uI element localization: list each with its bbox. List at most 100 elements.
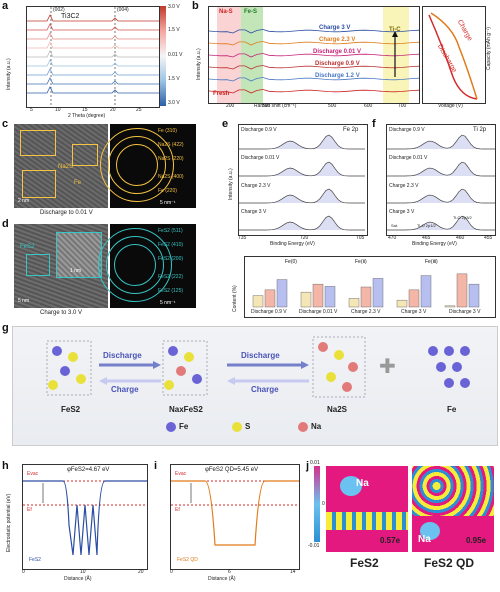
xps-ti-svg <box>387 134 495 231</box>
panel-a-xlabel: 2 Theta (degree) <box>68 113 106 119</box>
atom <box>460 346 470 356</box>
title-fes2qd: FeS2 QD <box>424 556 475 570</box>
ti-xtick-3: 455 <box>484 235 493 241</box>
panel-f-label: f <box>372 118 376 130</box>
colorbar <box>160 6 166 106</box>
xps-curve <box>387 188 495 204</box>
region-nas: Na-S <box>219 9 233 15</box>
panel-g-scheme: ✚ Discharge Charge Discharge Charge FeS2… <box>12 326 498 446</box>
ti-curve-2: Charge 2.3 V <box>389 183 419 189</box>
atom <box>326 372 336 382</box>
svg-text:✚: ✚ <box>379 356 396 378</box>
panel-b-xtick-5: 700 <box>398 103 407 109</box>
legend-s-atom: S <box>245 422 251 431</box>
panel-f-plot: Discharge 0.9 V Ti 2p Discharge 0.01 V C… <box>386 124 496 236</box>
bar <box>408 289 420 308</box>
ring-d-4: FeS2 (125) <box>158 288 184 294</box>
panel-h-plot: Evac Ef φFeS2=4.67 eV FeS2 <box>22 464 148 570</box>
atom <box>176 366 186 376</box>
ti-curve-0: Discharge 0.9 V <box>389 127 425 133</box>
panel-b-xtick-1: 300 <box>262 103 271 109</box>
colorbar-label-3: 1.5 V <box>168 76 180 82</box>
na-label-left: Na <box>356 478 369 489</box>
atom <box>192 374 202 384</box>
peak-004-label: (004) <box>117 7 129 13</box>
bar-cat-2: Charge 2.3 V <box>351 309 381 315</box>
fe-xtick-6: 705 <box>356 235 365 241</box>
bar-chart: Fe(0) Fe(Ⅱ) Fe(Ⅲ) Discharge 0.9 V Discha… <box>244 256 496 318</box>
bar <box>360 286 372 308</box>
ef-h: Ef <box>27 507 32 513</box>
panel-b-side-plot: Charge Discharge <box>422 6 486 104</box>
bar <box>276 279 288 308</box>
panel-d-tem: FeS2 1 nm 5 nm <box>14 224 108 308</box>
scale-bot: -0.01 <box>308 543 320 549</box>
panel-h-label: h <box>2 460 9 472</box>
tem-fe-label: Fe <box>74 180 82 186</box>
step-naxfes2: NaxFeS2 <box>169 405 203 414</box>
bar-cat-1: Discharge 0.01 V <box>299 309 338 315</box>
bar <box>420 275 432 308</box>
atom <box>76 374 86 384</box>
colorbar-label-0: 3.0 V <box>168 4 180 10</box>
ti-xtick-2: 460 <box>456 235 465 241</box>
atom <box>428 346 438 356</box>
xps-curve <box>387 134 495 150</box>
xps-curve <box>387 215 495 231</box>
panel-a-ylabel: Intensity (a.u.) <box>6 58 12 90</box>
ef-i: Ef <box>175 507 180 513</box>
legend-fe2: Fe(Ⅱ) <box>355 259 367 265</box>
atom <box>444 378 454 388</box>
atom <box>342 382 352 392</box>
raman-curve <box>209 89 419 94</box>
bar-svg <box>252 273 480 308</box>
series-i: FeS2 QD <box>177 557 198 563</box>
panel-e-xlabel: Binding Energy (eV) <box>270 241 315 247</box>
colorbar-label-4: 3.0 V <box>168 100 180 106</box>
side-ylabel: Capacity (mAh g⁻¹) <box>486 27 492 70</box>
ring-c-0: Fe (310) <box>158 128 177 134</box>
panel-a-title: Ti3C2 <box>61 13 80 20</box>
arrow-discharge-1: Discharge <box>103 351 142 360</box>
na-label-right: Na <box>418 534 431 545</box>
panel-a-plot: (002) (004) Ti3C2 <box>26 6 160 108</box>
step-na2s: Na2S <box>327 405 348 414</box>
bar <box>348 298 360 308</box>
bar <box>468 283 480 308</box>
ti-o-12-label: Ti-O 2p1/2 <box>417 223 436 228</box>
panel-f-xlabel: Binding Energy (eV) <box>412 241 457 247</box>
diff-scale <box>314 466 320 542</box>
bar <box>252 295 264 308</box>
raman-svg <box>209 29 419 94</box>
arrow-charge-2: Charge <box>251 385 279 394</box>
xps-curve <box>239 215 365 231</box>
bar <box>300 291 312 308</box>
saed-scale-d: 5 nm⁻¹ <box>160 300 176 306</box>
xrd-curve <box>27 32 159 40</box>
scale-top: 0.01 <box>310 460 320 466</box>
panel-b-plot: Na-S Fe-S Ti-C Charge 3 V Charge 2.3 V D… <box>208 6 420 104</box>
xps-curve <box>387 161 495 177</box>
panel-b-xlabel: Raman shift (cm⁻¹) <box>254 103 297 109</box>
raman-curve-1: Charge 2.3 V <box>319 37 356 43</box>
region-tic: Ti-C <box>389 27 401 33</box>
potential-i-svg <box>171 480 299 546</box>
legend-fe0: Fe(0) <box>285 259 297 265</box>
bar-cat-0: Discharge 0.9 V <box>251 309 287 315</box>
panel-j-label: j <box>306 460 310 472</box>
raman-curve <box>209 65 419 70</box>
charge-diff-fes2qd: Na 0.95e <box>412 466 494 552</box>
panel-a-label: a <box>2 0 9 12</box>
ring-d-0: FeS2 (511) <box>158 228 183 234</box>
ring-c-3: Na2S (400) <box>158 174 184 180</box>
bar-cat-3: Charge 3 V <box>401 309 427 315</box>
tem-fes2-label: FeS2 <box>20 244 35 250</box>
atom <box>318 342 328 352</box>
ring-d-1: FeS2 (410) <box>158 242 184 248</box>
atom <box>164 380 174 390</box>
ti-curve-1: Discharge 0.01 V <box>389 155 428 161</box>
fe-xtick-0: 735 <box>238 235 247 241</box>
xps-fill <box>239 189 367 203</box>
atom <box>444 346 454 356</box>
atom <box>68 352 78 362</box>
